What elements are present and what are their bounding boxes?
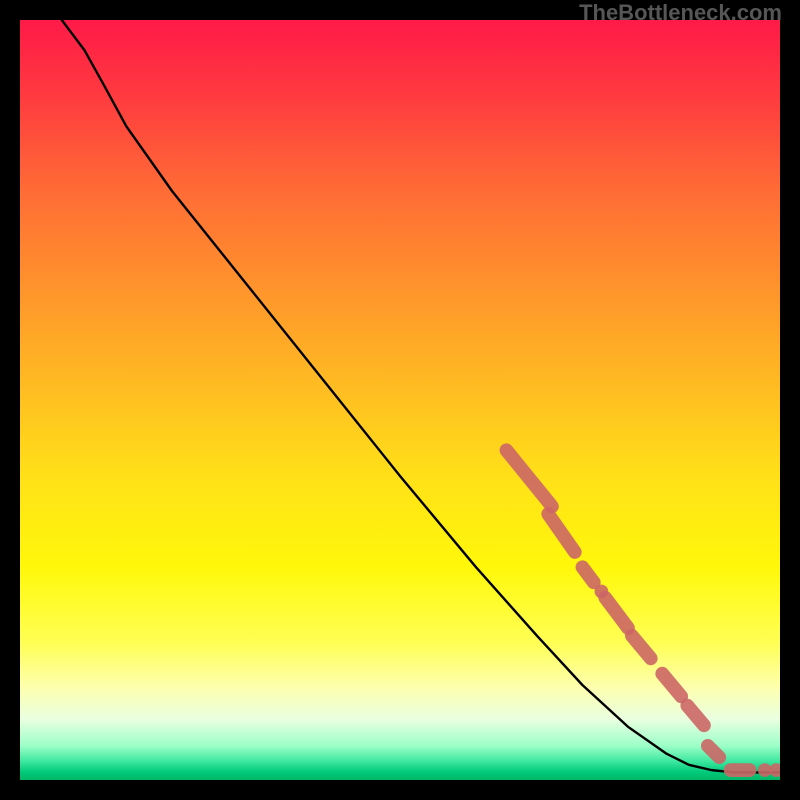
watermark-text: TheBottleneck.com (579, 0, 782, 25)
marker-dot (595, 585, 609, 599)
chart-svg (20, 20, 780, 780)
plot-area (20, 20, 780, 780)
marker-pill (708, 746, 719, 757)
gradient-background (20, 20, 780, 780)
watermark-label: TheBottleneck.com (579, 0, 782, 26)
marker-pill (582, 567, 593, 582)
